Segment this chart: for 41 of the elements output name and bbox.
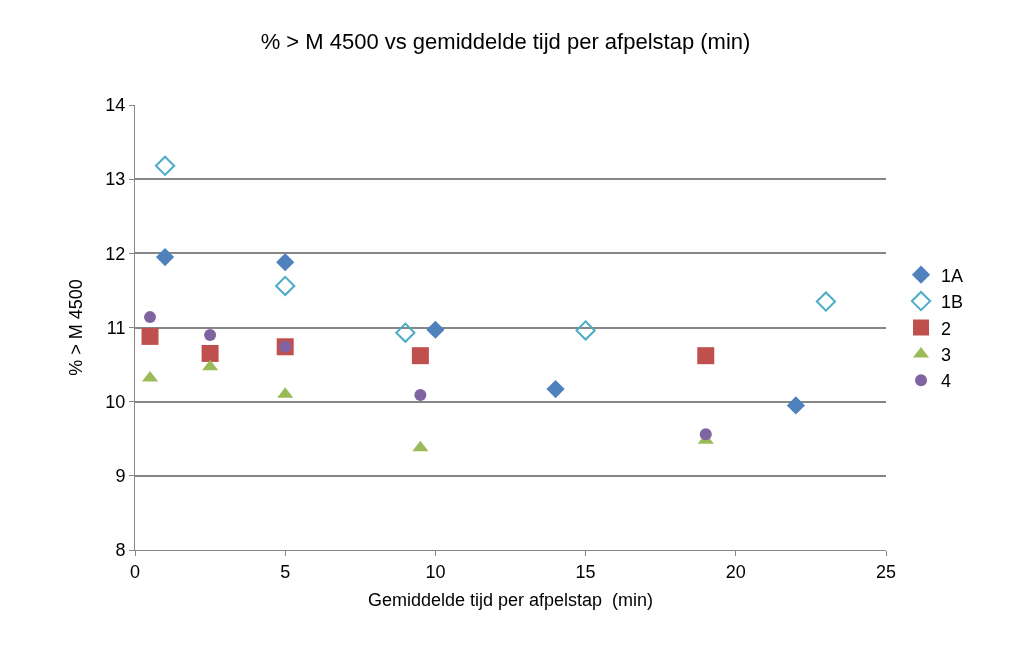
point: [154, 155, 176, 176]
point: [575, 320, 596, 341]
legend-label: 3: [941, 344, 952, 365]
chart-title: % > M 4500 vs gemiddelde tijd per afpelstap (min): [260, 28, 751, 54]
y-axis-title: % > M 4500: [65, 279, 86, 376]
y-tick-label: 10: [105, 391, 126, 412]
point: [395, 322, 416, 343]
legend-label: 2: [941, 318, 952, 339]
legend-label: 1A: [941, 265, 964, 286]
y-tick-label: 13: [105, 169, 126, 190]
legend-label: 1B: [941, 292, 964, 313]
point: [786, 396, 805, 415]
point: [201, 344, 219, 362]
x-tick-label: 0: [129, 561, 141, 582]
point: [275, 275, 296, 297]
x-tick-label: 5: [280, 561, 291, 582]
point: [276, 253, 295, 272]
point: [414, 388, 427, 401]
point: [697, 347, 715, 365]
point: [204, 328, 217, 341]
point: [815, 291, 837, 312]
x-tick-label: 10: [425, 561, 446, 582]
point: [699, 428, 712, 441]
point: [412, 440, 429, 452]
x-tick-label: 15: [575, 561, 596, 582]
point: [546, 379, 565, 399]
point: [202, 359, 219, 371]
point: [144, 311, 157, 324]
x-tick-label: 25: [875, 561, 897, 582]
point: [426, 320, 445, 339]
y-tick-label: 8: [115, 540, 126, 561]
x-tick-label: 20: [725, 561, 746, 582]
point: [141, 327, 159, 345]
y-tick-label: 9: [115, 466, 126, 487]
legend-label: 4: [941, 371, 952, 392]
point: [155, 247, 175, 267]
point: [411, 347, 429, 365]
y-tick-label: 14: [105, 95, 126, 116]
y-tick-label: 12: [105, 243, 126, 264]
x-axis-title: Gemiddelde tijd per afpelstap (min): [367, 589, 654, 610]
y-tick-label: 11: [106, 317, 126, 338]
